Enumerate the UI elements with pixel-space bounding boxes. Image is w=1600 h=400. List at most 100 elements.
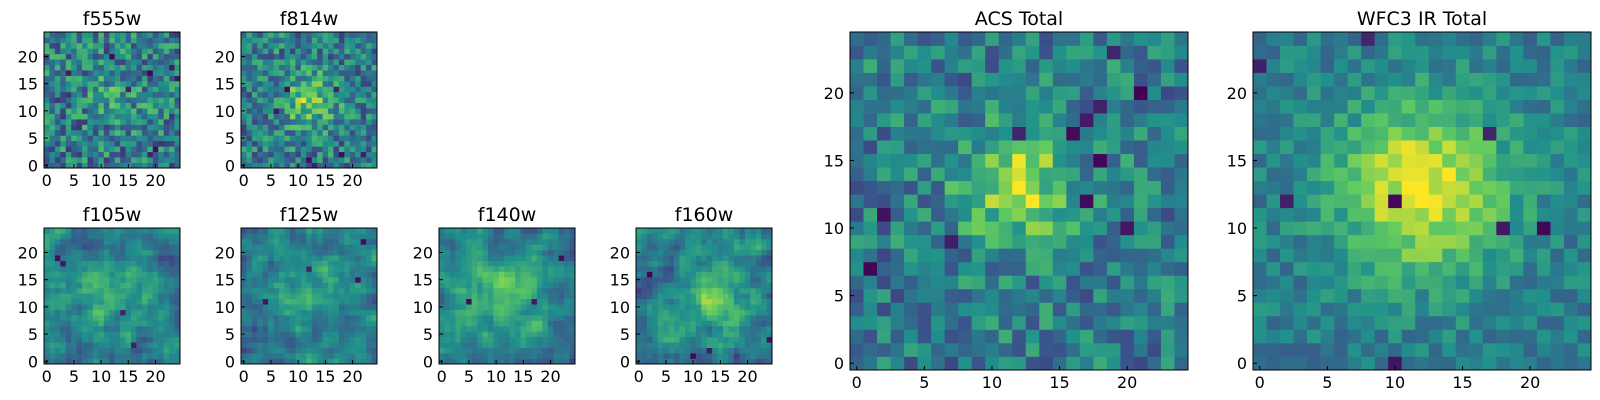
heatmap-cell: [300, 271, 307, 278]
heatmap-cell: [695, 358, 702, 365]
heatmap-cell: [268, 228, 274, 234]
heatmap-cell: [109, 135, 116, 142]
heatmap-cell: [317, 91, 323, 98]
heatmap-cell: [641, 331, 648, 338]
heatmap-cell: [284, 162, 291, 169]
heatmap-cell: [1052, 329, 1067, 344]
heatmap-cell: [65, 238, 72, 245]
heatmap-cell: [701, 304, 708, 310]
heatmap-cell: [360, 140, 367, 147]
heatmap-cell: [317, 135, 323, 142]
heatmap-cell: [289, 113, 296, 120]
heatmap-cell: [1253, 207, 1267, 222]
heatmap-cell: [1509, 315, 1524, 330]
heatmap-cell: [744, 228, 751, 234]
heatmap-cell: [1428, 153, 1443, 168]
heatmap-cell: [71, 353, 77, 359]
heatmap-cell: [1039, 342, 1054, 357]
heatmap-cell: [971, 342, 986, 357]
heatmap-cell: [169, 233, 175, 240]
heatmap-cell: [1253, 113, 1267, 127]
heatmap-cell: [60, 293, 67, 300]
heatmap-cell: [449, 255, 456, 261]
heatmap-cell: [268, 320, 274, 327]
heatmap-cell: [360, 119, 367, 125]
heatmap-cell: [1401, 275, 1416, 290]
heatmap-cell: [120, 42, 126, 49]
heatmap-cell: [103, 124, 110, 131]
heatmap-cell: [349, 151, 356, 158]
heatmap-cell: [103, 37, 110, 44]
heatmap-cell: [333, 249, 340, 256]
heatmap-cell: [1147, 180, 1162, 195]
heatmap-cell: [338, 282, 345, 289]
heatmap-cell: [733, 342, 740, 349]
heatmap-cell: [641, 249, 648, 256]
heatmap-cell: [163, 140, 170, 147]
heatmap-cell: [328, 331, 334, 338]
heatmap-cell: [542, 255, 549, 261]
heatmap-cell: [322, 80, 329, 87]
heatmap-cell: [509, 238, 516, 245]
heatmap-cell: [1079, 99, 1094, 114]
heatmap-cell: [273, 108, 280, 114]
heatmap-cell: [439, 238, 445, 245]
heatmap-cell: [1496, 126, 1511, 141]
heatmap-cell: [460, 309, 467, 316]
heatmap-cell: [333, 255, 340, 261]
heatmap-cell: [289, 260, 296, 267]
heatmap-cell: [674, 353, 680, 359]
heatmap-cell: [152, 309, 159, 316]
heatmap-cell: [344, 42, 351, 49]
heatmap-cell: [460, 244, 467, 251]
heatmap-cell: [114, 75, 121, 82]
heatmap-cell: [493, 271, 500, 278]
y-tick-label: 0: [423, 352, 433, 371]
heatmap-cell: [536, 320, 543, 327]
heatmap-cell: [1160, 167, 1175, 182]
heatmap-cell: [723, 260, 729, 267]
heatmap-cell: [1079, 140, 1094, 155]
heatmap-cell: [663, 315, 669, 321]
heatmap-cell: [679, 347, 686, 354]
heatmap-cell: [279, 32, 285, 38]
heatmap-cell: [344, 124, 351, 131]
heatmap-cell: [120, 124, 126, 131]
heatmap-cell: [684, 249, 691, 256]
heatmap-cell: [82, 113, 88, 120]
heatmap-cell: [136, 276, 143, 283]
heatmap-cell: [76, 97, 83, 104]
plot-frame: [635, 227, 773, 365]
heatmap-cell: [657, 353, 664, 359]
heatmap-cell: [531, 282, 538, 289]
x-tick-label: 15: [118, 171, 138, 190]
heatmap-cell: [360, 75, 367, 82]
heatmap-cell: [728, 304, 735, 310]
heatmap-cell: [652, 309, 659, 316]
heatmap-cell: [536, 353, 543, 359]
heatmap-cell: [493, 276, 500, 283]
heatmap-cell: [65, 271, 72, 278]
heatmap-cell: [733, 320, 740, 327]
heatmap-cell: [306, 146, 313, 153]
heatmap-cell: [284, 59, 291, 65]
heatmap-cell: [98, 287, 105, 294]
heatmap-cell: [311, 42, 318, 49]
heatmap-cell: [82, 331, 88, 338]
heatmap-cell: [114, 119, 121, 125]
heatmap-cell: [344, 59, 351, 65]
heatmap-cell: [1455, 302, 1470, 317]
heatmap-cell: [311, 48, 318, 55]
heatmap-cell: [958, 329, 973, 344]
heatmap-cell: [850, 113, 864, 127]
heatmap-cell: [1307, 194, 1321, 209]
heatmap-cell: [739, 325, 746, 332]
heatmap-cell: [328, 53, 334, 60]
heatmap-cell: [1066, 315, 1081, 330]
heatmap-cell: [87, 331, 94, 338]
heatmap-cell: [163, 255, 170, 261]
heatmap-cell: [1550, 329, 1565, 344]
heatmap-cell: [300, 255, 307, 261]
heatmap-cell: [125, 271, 132, 278]
heatmap-cell: [241, 102, 247, 109]
